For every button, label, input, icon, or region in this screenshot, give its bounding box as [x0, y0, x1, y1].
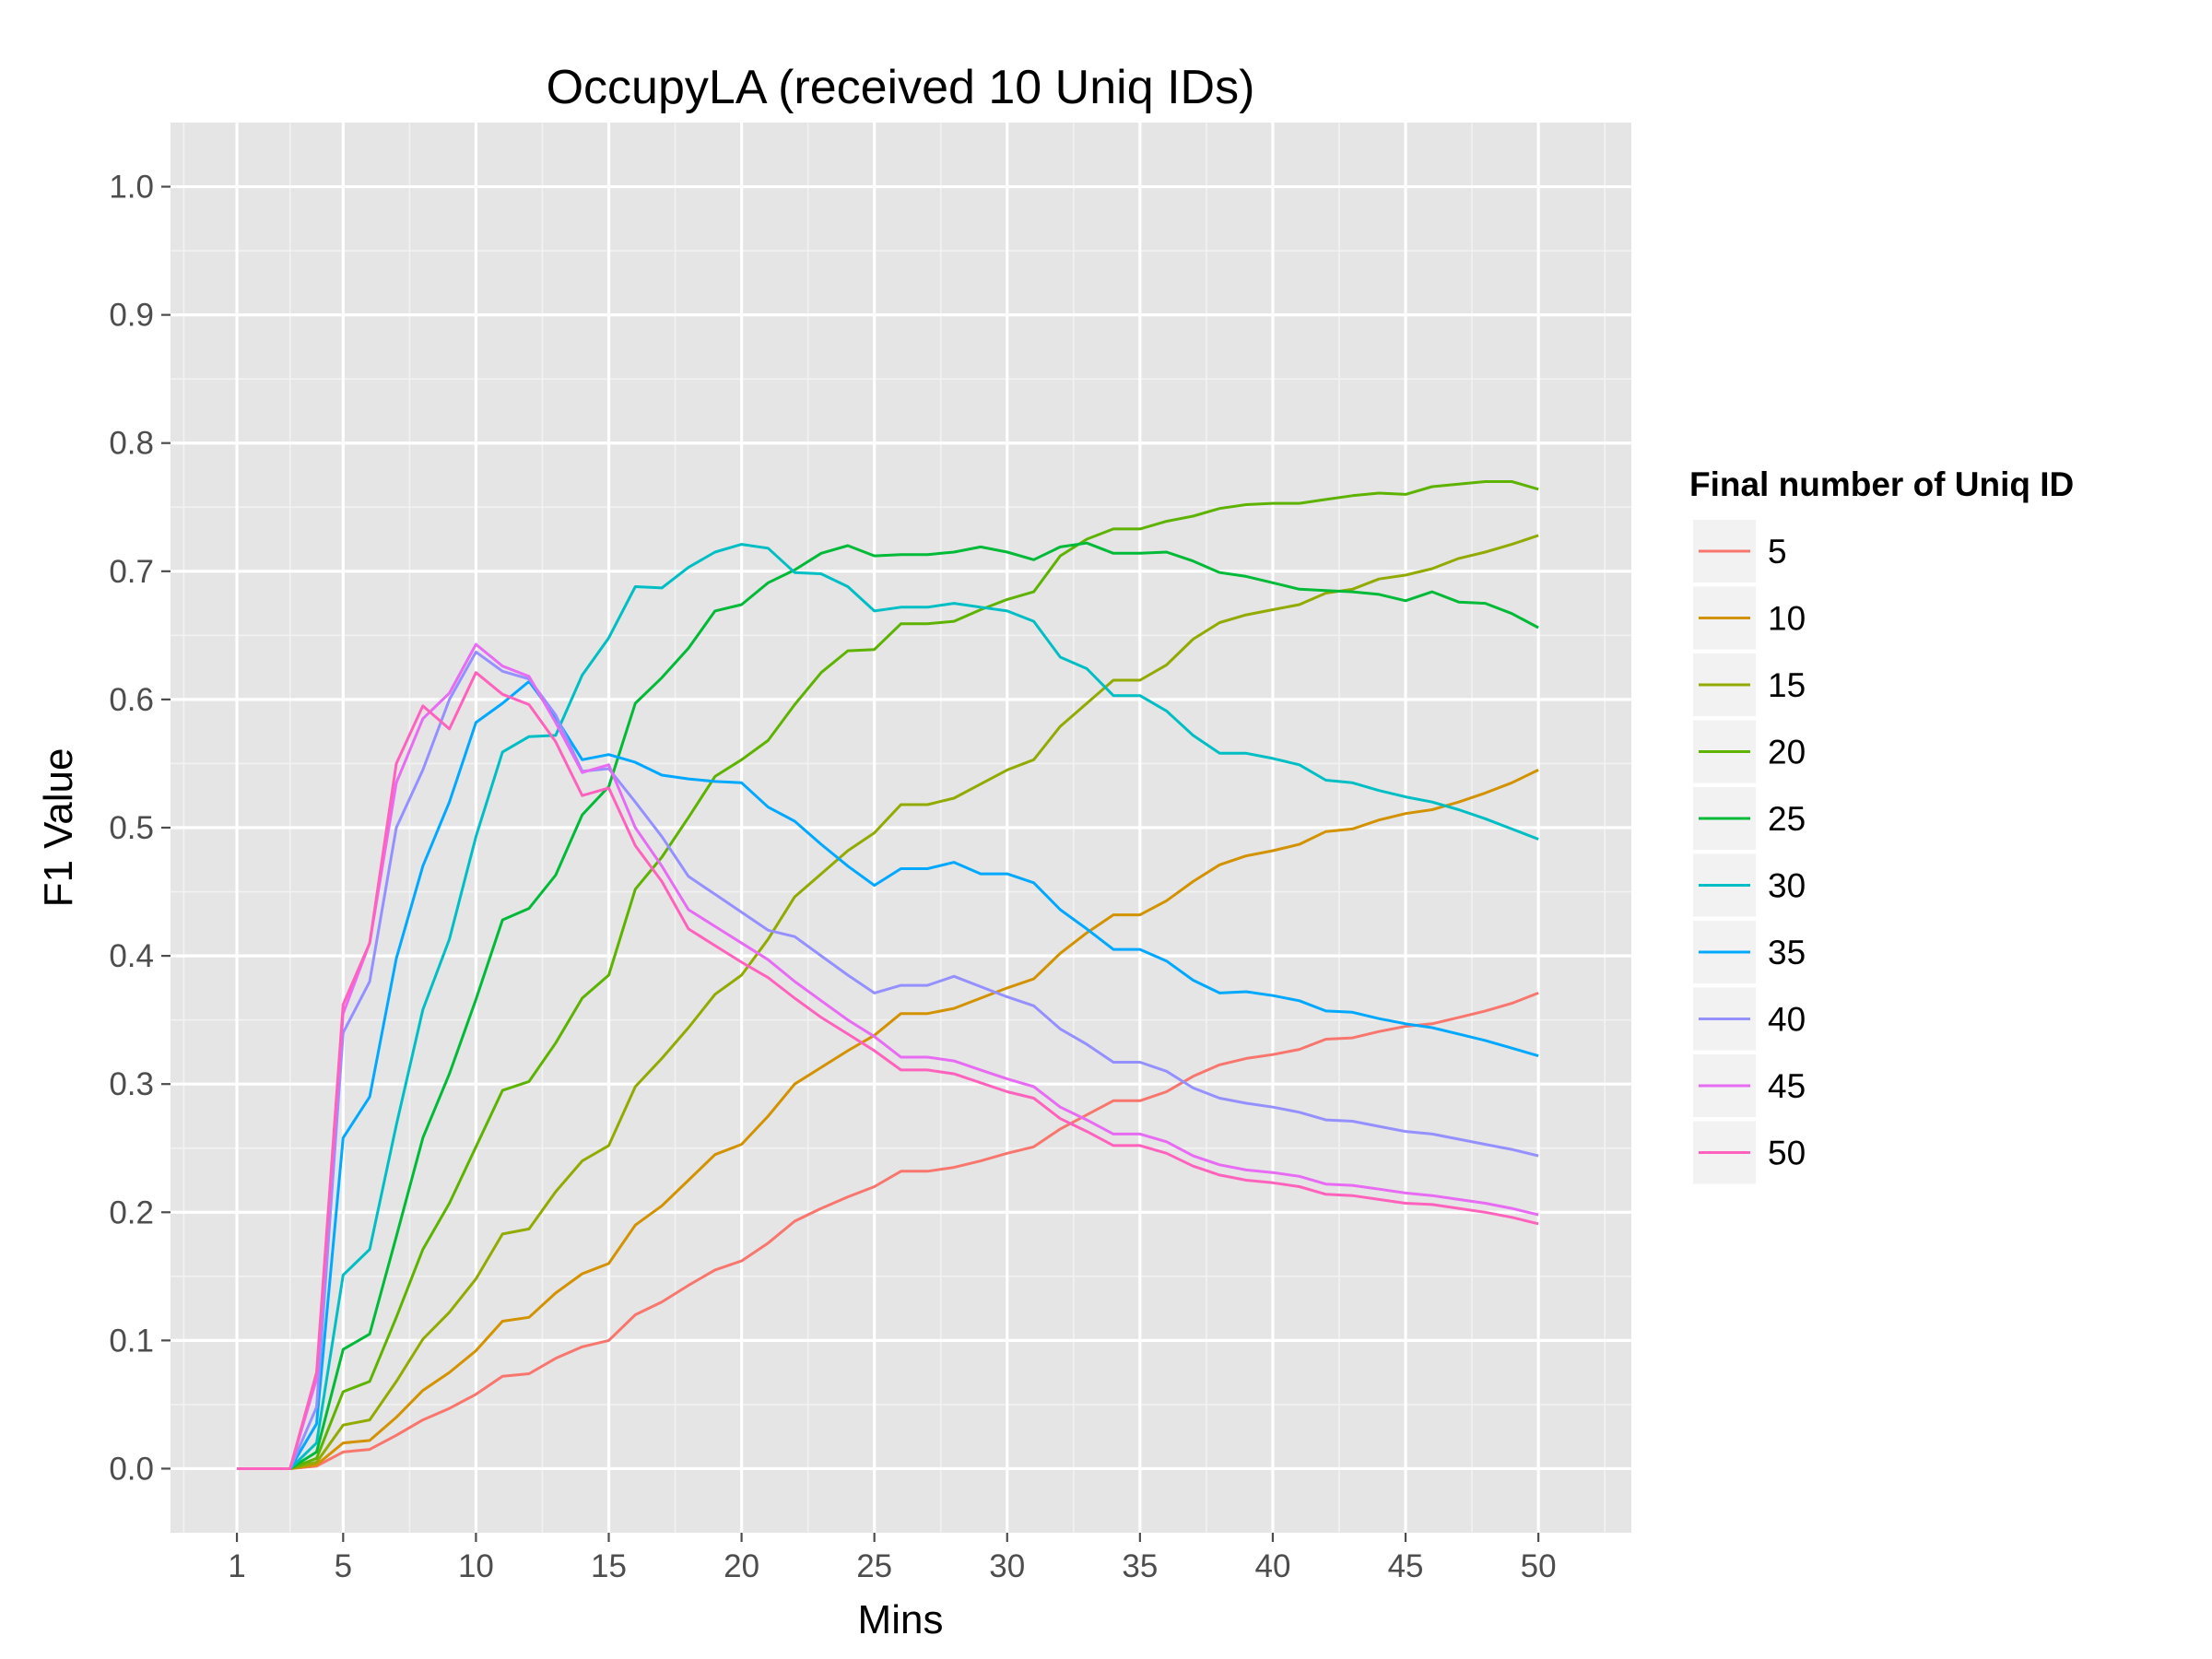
series-line-10 — [237, 769, 1539, 1470]
y-tick-label: 0.2 — [109, 1194, 154, 1230]
x-axis-title: Mins — [858, 1597, 944, 1642]
x-tick-label: 1 — [228, 1548, 245, 1584]
y-axis-title: F1 Value — [36, 748, 81, 908]
legend-title: Final number of Uniq ID — [1689, 465, 2074, 503]
chart-title: OccupyLA (received 10 Uniq IDs) — [547, 61, 1255, 114]
legend-item-10: 10 — [1691, 584, 1806, 652]
y-axis: 0.0 0.1 0.2 0.3 0.4 0.5 0.6 0.7 0.8 0.9 1.0 — [109, 170, 171, 1487]
legend-item-50: 50 — [1691, 1119, 1806, 1186]
x-tick-label: 50 — [1521, 1548, 1557, 1584]
series-line-30 — [237, 543, 1539, 1470]
series-line-5 — [237, 992, 1539, 1470]
y-tick-label: 0.1 — [109, 1323, 154, 1359]
series-line-45 — [237, 642, 1539, 1470]
legend: Final number of Uniq ID 5 10 15 20 25 30 35 40 4… — [1689, 465, 2074, 1186]
x-tick-label: 20 — [724, 1548, 759, 1584]
legend-label: 25 — [1768, 800, 1806, 838]
x-tick-label: 15 — [591, 1548, 627, 1584]
legend-item-45: 45 — [1691, 1053, 1806, 1119]
legend-label: 15 — [1768, 666, 1806, 704]
x-tick-label: 5 — [335, 1548, 352, 1584]
y-tick-label: 1.0 — [109, 170, 154, 206]
legend-item-35: 35 — [1691, 919, 1806, 985]
legend-label: 40 — [1768, 1001, 1806, 1039]
legend-item-15: 15 — [1691, 652, 1806, 718]
x-tick-label: 40 — [1254, 1548, 1290, 1584]
y-tick-label: 0.9 — [109, 298, 154, 334]
x-tick-label: 45 — [1388, 1548, 1424, 1584]
grid-major — [171, 123, 1631, 1533]
legend-item-40: 40 — [1691, 985, 1806, 1053]
legend-label: 45 — [1768, 1067, 1806, 1105]
legend-item-5: 5 — [1691, 518, 1787, 584]
series-line-50 — [237, 671, 1539, 1470]
legend-label: 20 — [1768, 734, 1806, 771]
y-tick-label: 0.5 — [109, 810, 154, 846]
x-tick-label: 35 — [1122, 1548, 1158, 1584]
series-line-20 — [237, 480, 1539, 1470]
legend-item-20: 20 — [1691, 718, 1806, 785]
legend-items: 5 10 15 20 25 30 35 40 45 50 — [1691, 518, 1806, 1186]
legend-label: 5 — [1768, 533, 1787, 571]
series-line-35 — [237, 679, 1539, 1470]
y-tick-label: 0.6 — [109, 682, 154, 718]
series-line-25 — [237, 541, 1539, 1470]
legend-label: 35 — [1768, 934, 1806, 971]
x-tick-label: 10 — [458, 1548, 494, 1584]
series-line-40 — [237, 650, 1539, 1470]
legend-label: 30 — [1768, 867, 1806, 905]
legend-item-25: 25 — [1691, 785, 1806, 852]
legend-item-30: 30 — [1691, 852, 1806, 919]
x-axis: 1 5 10 15 20 25 30 35 40 45 50 — [228, 1533, 1557, 1584]
y-tick-label: 0.0 — [109, 1451, 154, 1487]
legend-label: 50 — [1768, 1135, 1806, 1172]
x-tick-label: 30 — [989, 1548, 1025, 1584]
y-tick-label: 0.8 — [109, 426, 154, 462]
y-tick-label: 0.3 — [109, 1066, 154, 1102]
series-line-15 — [237, 534, 1539, 1470]
legend-label: 10 — [1768, 600, 1806, 638]
y-tick-label: 0.7 — [109, 554, 154, 590]
x-tick-label: 25 — [856, 1548, 892, 1584]
y-tick-label: 0.4 — [109, 938, 154, 974]
series-lines — [237, 480, 1539, 1470]
